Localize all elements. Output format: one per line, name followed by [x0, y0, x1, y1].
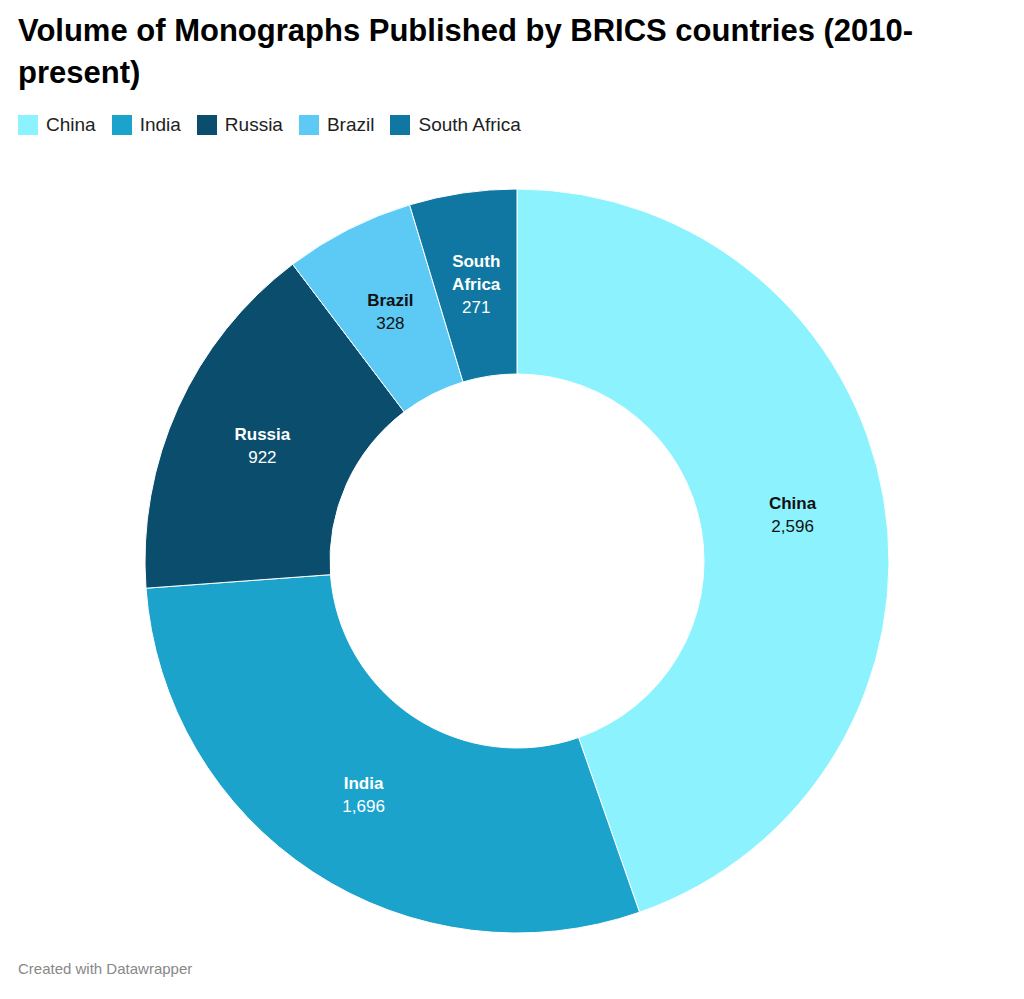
html-text:South Africa: South Africa [418, 114, 521, 135]
html-text:Russia: Russia [224, 114, 283, 135]
svg-text:Russia922: Russia922 [234, 425, 290, 467]
svg-text:SouthAfrica271: SouthAfrica271 [452, 252, 501, 317]
html-text:Volume of Monographs Published: Volume of Monographs Published by BRICS … [18, 13, 914, 90]
svg-text:Brazil328: Brazil328 [367, 291, 413, 333]
html-text:Brazil: Brazil [326, 114, 375, 135]
html-text:China: China [46, 114, 96, 135]
html-text:Created with Datawrapper: Created with Datawrapper [18, 960, 193, 977]
svg-text:China2,596: China2,596 [769, 493, 817, 535]
svg-text:India1,696: India1,696 [342, 774, 385, 816]
html-text:India: India [139, 114, 181, 135]
